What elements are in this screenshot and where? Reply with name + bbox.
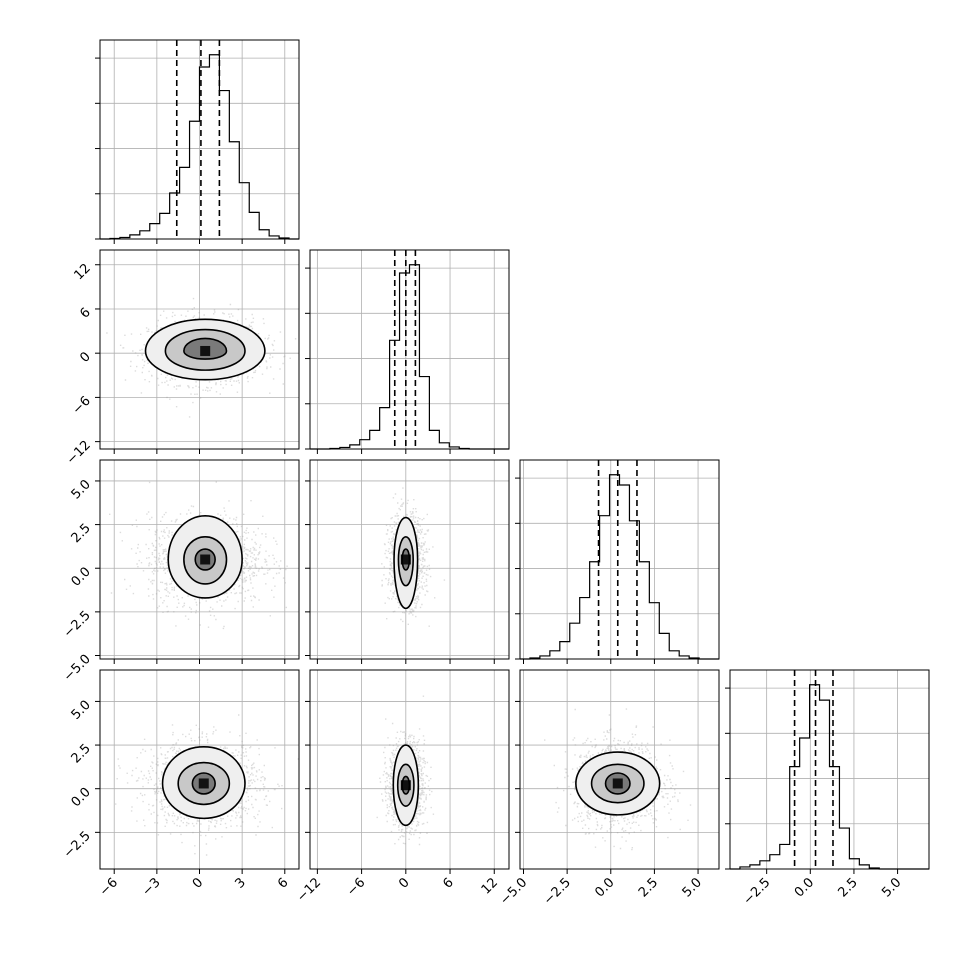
pair-2-0-ytick-label-0: −5.0: [61, 652, 94, 685]
contour-3-1-2: [392, 744, 420, 826]
pair-frame-3-1: [309, 669, 510, 870]
hist-panel-0: [95, 39, 300, 244]
density-core-1-0: [200, 345, 211, 356]
contour-3-2-1: [590, 763, 645, 804]
contour-2-1-2: [393, 517, 419, 609]
pair-2-0-ytick-label-4: 5.0: [69, 477, 94, 502]
hist-step-1: [310, 264, 509, 450]
density-core-3-0: [198, 778, 209, 789]
pair-content-3-0: [115, 714, 299, 856]
hist-panel-1: [305, 249, 510, 454]
contour-2-0-1: [183, 536, 228, 585]
pair-3-0-ytick-label-1: 0.0: [69, 785, 94, 810]
pair-content-3-2: [544, 708, 692, 851]
hist-step-2: [520, 474, 719, 660]
hist-frame-3: [729, 669, 930, 870]
pair-1-0-ytick-label-1: −6: [70, 394, 94, 418]
hist-panel-3: −2.5 0.0 2.5 5.0: [725, 669, 930, 908]
contour-3-0-2: [161, 746, 246, 820]
pair-3-2-xtick-label-3: 2.5: [636, 875, 661, 900]
pair-1-0-ytick-label-0: −12: [64, 438, 94, 468]
contour-2-0-0: [194, 548, 216, 571]
pair-3-2-xtick-label-1: −2.5: [541, 875, 574, 908]
pair-3-1-xtick-label-1: −6: [344, 875, 368, 899]
contour-2-0-2: [167, 515, 243, 599]
pair-3-2-xtick-label-2: 0.0: [592, 875, 617, 900]
density-core-2-1: [400, 554, 411, 565]
contour-2-1-1: [397, 536, 414, 587]
contour-3-2-0: [604, 772, 631, 795]
pair-3-1-xtick-label-2: 0: [396, 875, 412, 891]
density-core-3-2: [612, 778, 623, 789]
hist-frame-2: [519, 459, 720, 660]
pair-panel-2-0: −5.0 −2.5 0.0 2.5 5.0: [61, 459, 300, 685]
pair-2-0-ytick-label-1: −2.5: [61, 608, 94, 641]
pair-3-0-ytick-label-2: 2.5: [69, 741, 94, 766]
pair-3-1-xtick-label-4: 12: [479, 875, 501, 897]
pair-3-0-xtick-label-0: −6: [97, 875, 121, 899]
pair-panel-3-2: −5.0 −2.5 0.0 2.5 5.0: [497, 669, 720, 908]
contour-3-1-1: [396, 763, 415, 807]
contour-3-0-0: [191, 772, 216, 795]
pair-3-1-xtick-label-3: 6: [440, 875, 456, 891]
pair-3-0-ytick-label-0: −2.5: [61, 829, 94, 862]
pair-1-0-ytick-label-3: 6: [77, 305, 93, 321]
pair-3-0-xtick-label-3: 3: [233, 875, 249, 891]
hist-panel-3-xtick-label-2: 2.5: [836, 875, 861, 900]
pair-3-0-xtick-label-2: 0: [190, 875, 206, 891]
hist-step-0: [100, 54, 299, 240]
pair-1-0-ytick-label-4: 12: [72, 261, 94, 283]
hist-panel-2: [515, 459, 720, 664]
pair-content-2-1: [381, 487, 446, 627]
pair-3-1-xtick-label-0: −12: [294, 875, 324, 905]
pair-3-2-xtick-label-0: −5.0: [497, 875, 530, 908]
pair-3-0-ytick-label-3: 5.0: [69, 698, 94, 723]
contour-3-0-1: [177, 761, 231, 806]
pair-1-0-ytick-label-2: 0: [77, 349, 93, 365]
pair-content-2-0: [109, 481, 288, 630]
hist-panel-3-xtick-label-0: −2.5: [741, 875, 774, 908]
contour-2-1-0: [401, 548, 411, 571]
hist-frame-1: [309, 249, 510, 450]
pair-panel-3-0: −6 −3 0 3 6 −2.5 0.0 2.5 5.0: [61, 669, 300, 899]
pair-frame-2-1: [309, 459, 510, 660]
density-core-3-1: [400, 780, 411, 791]
hist-step-3: [730, 684, 929, 870]
hist-panel-3-xtick-label-1: 0.0: [792, 875, 817, 900]
contour-1-0-0: [183, 337, 228, 360]
contour-3-1-0: [401, 775, 411, 795]
pair-panel-2-1: [305, 459, 510, 664]
hist-panel-3-xtick-label-3: 5.0: [879, 875, 904, 900]
pair-frame-3-2: [519, 669, 720, 870]
contour-1-0-1: [164, 328, 246, 371]
pair-content-1-0: [106, 297, 297, 418]
pair-3-0-xtick-label-1: −3: [140, 875, 164, 899]
contour-3-2-2: [575, 751, 661, 816]
contour-1-0-2: [144, 318, 266, 381]
pair-3-2-xtick-label-4: 5.0: [680, 875, 705, 900]
pair-2-0-ytick-label-3: 2.5: [69, 521, 94, 546]
pair-2-0-ytick-label-2: 0.0: [69, 564, 94, 589]
density-core-2-0: [200, 554, 211, 565]
pair-content-3-1: [376, 695, 435, 846]
pair-panel-1-0: −12 −6 0 6 12: [64, 249, 300, 468]
pair-panel-3-1: −12 −6 0 6 12: [294, 669, 510, 905]
pair-3-0-xtick-label-4: 6: [275, 875, 291, 891]
